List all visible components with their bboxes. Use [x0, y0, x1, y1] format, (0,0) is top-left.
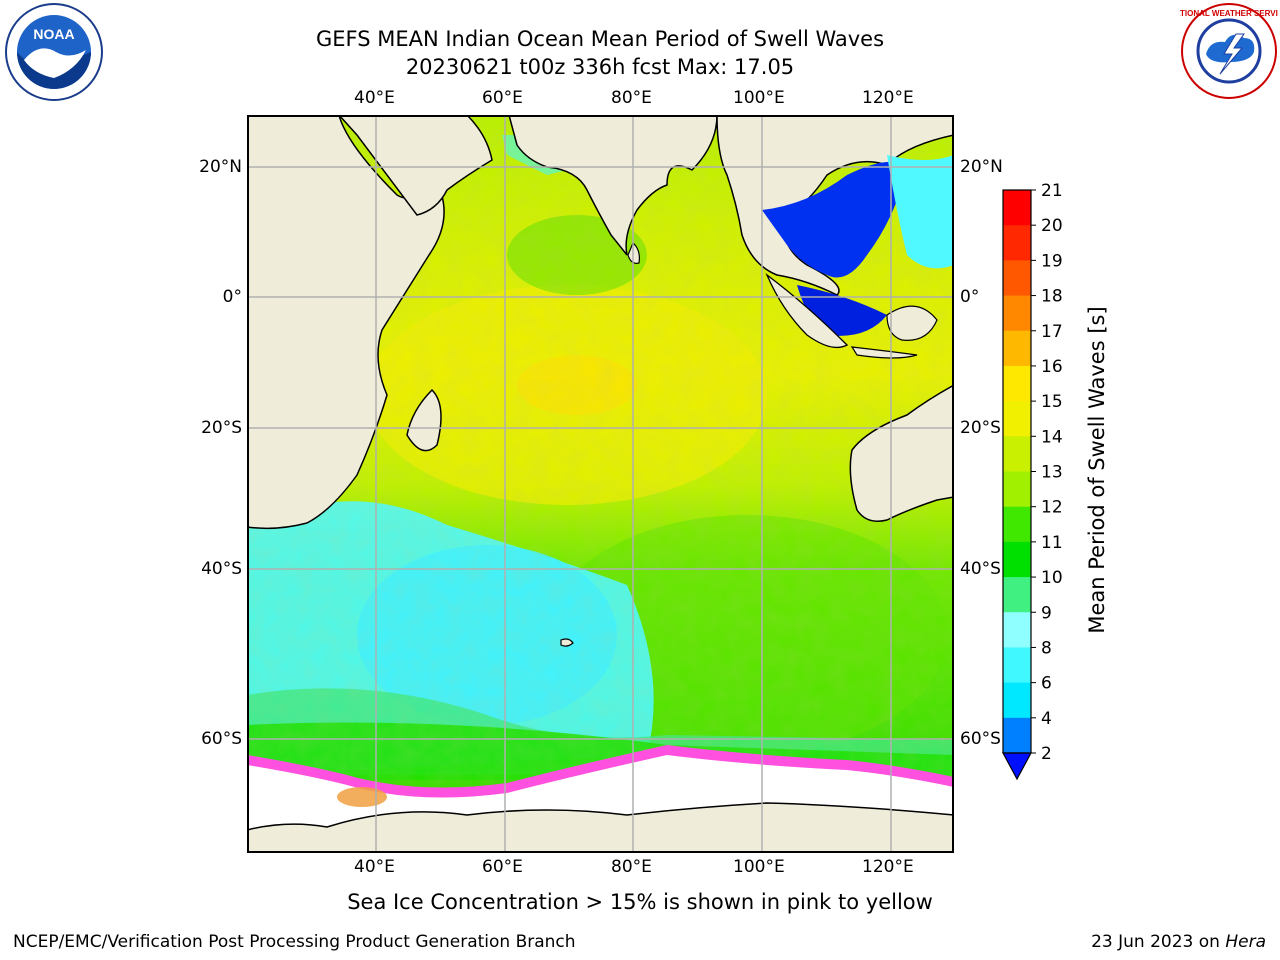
land-australia: [849, 383, 955, 522]
colorbar-segment: [1003, 682, 1031, 719]
colorbar-tick-label: 18: [1041, 287, 1063, 307]
lon-label-bottom: 60°E: [482, 857, 523, 877]
colorbar-tick-label: 19: [1041, 251, 1063, 271]
lon-label-top: 80°E: [611, 88, 652, 108]
svg-text:NATIONAL WEATHER SERVICE: NATIONAL WEATHER SERVICE: [1180, 9, 1278, 18]
map-border: [247, 115, 954, 853]
lon-label-bottom: 100°E: [733, 857, 785, 877]
lat-label-left: 20°N: [199, 157, 242, 177]
colorbar-tick-label: 12: [1041, 498, 1063, 518]
lon-label-bottom: 120°E: [862, 857, 914, 877]
land-sumatra: [765, 273, 849, 349]
colorbar-segment: [1003, 506, 1031, 543]
colorbar-extension: [1001, 752, 1033, 781]
land-java: [850, 346, 918, 359]
colorbar-segment: [1003, 471, 1031, 508]
colorbar-tick-label: 13: [1041, 463, 1063, 483]
lon-label-top: 40°E: [354, 88, 395, 108]
lon-label-top: 60°E: [482, 88, 523, 108]
lat-label-right: 0°: [960, 287, 980, 307]
chart-subtitle: 20230621 t00z 336h fcst Max: 17.05: [405, 55, 795, 79]
colorbar-segment: [1003, 436, 1031, 472]
colorbar-segment: [1003, 295, 1031, 332]
colorbar-tick-label: 4: [1041, 709, 1052, 729]
footer-host: Hera: [1225, 932, 1266, 952]
colorbar-segment: [1003, 401, 1031, 437]
land-southeast-asia: [716, 114, 955, 296]
map-svg: [246, 114, 955, 854]
lat-label-left: 0°: [222, 287, 242, 307]
noaa-logo: NOAA: [4, 2, 104, 102]
colorbar-tick-label: 11: [1041, 533, 1063, 553]
swell-cyan-zone-pacific: [887, 155, 954, 269]
lon-label-top: 100°E: [733, 88, 785, 108]
colorbar-tick-label: 15: [1041, 392, 1063, 412]
colorbar-tick-label: 20: [1041, 216, 1063, 236]
colorbar-tick-label: 17: [1041, 322, 1063, 342]
swell-blue-zone: [762, 161, 907, 278]
lat-label-left: 60°S: [201, 729, 242, 749]
colorbar-tick-label: 16: [1041, 357, 1063, 377]
svg-text:NOAA: NOAA: [33, 26, 74, 42]
colorbar-tick-label: 14: [1041, 427, 1063, 447]
sea-ice-caption: Sea Ice Concentration > 15% is shown in …: [347, 890, 933, 914]
land-arabia: [337, 114, 493, 216]
colorbar-segment: [1003, 225, 1031, 261]
footer-branch: NCEP/EMC/Verification Post Processing Pr…: [13, 932, 576, 952]
lon-label-bottom: 40°E: [354, 857, 395, 877]
nws-logo: NATIONAL WEATHER SERVICE: [1169, 2, 1280, 100]
colorbar-segment: [1003, 365, 1031, 402]
map-panel: [246, 114, 955, 854]
footer-date: 23 Jun 2023 on Hera: [1091, 932, 1266, 952]
lat-label-left: 20°S: [201, 418, 242, 438]
graticule: [247, 115, 954, 853]
colorbar-tick-label: 10: [1041, 568, 1063, 588]
lon-label-bottom: 80°E: [611, 857, 652, 877]
colorbar: 2 4 6 8 9 10 11 12 13 14 15 16 17 18 19 20 21: [1001, 181, 1063, 781]
footer-date-text: 23 Jun 2023 on: [1091, 932, 1226, 952]
colorbar-label: Mean Period of Swell Waves [s]: [1085, 306, 1109, 634]
lat-label-right: 20°N: [960, 157, 1003, 177]
colorbar-segment: [1003, 190, 1031, 226]
land-antarctica: [246, 802, 955, 854]
colorbar-tick-label: 8: [1041, 638, 1052, 658]
chart-title: GEFS MEAN Indian Ocean Mean Period of Sw…: [315, 27, 885, 51]
sea-ice-orange: [337, 787, 387, 807]
colorbar-tick-label: 9: [1041, 603, 1052, 623]
colorbar-segment: [1003, 577, 1031, 613]
land-africa: [246, 114, 445, 530]
colorbar-segment: [1003, 647, 1031, 684]
colorbar-segment: [1003, 330, 1031, 367]
lon-label-top: 120°E: [862, 88, 914, 108]
lat-label-right: 60°S: [960, 729, 1001, 749]
colorbar-segment: [1003, 541, 1031, 578]
colorbar-tick-label: 21: [1041, 181, 1063, 201]
colorbar-segment: [1003, 717, 1031, 754]
land-kerguelen: [560, 638, 574, 647]
land-madagascar: [406, 388, 442, 452]
colorbar-segment: [1003, 260, 1031, 297]
lat-label-right: 40°S: [960, 559, 1001, 579]
colorbar-tick-label: 6: [1041, 674, 1052, 694]
colorbar-tick-label: 2: [1041, 744, 1052, 764]
colorbar-segment: [1003, 612, 1031, 648]
lat-label-left: 40°S: [201, 559, 242, 579]
lat-label-right: 20°S: [960, 418, 1001, 438]
